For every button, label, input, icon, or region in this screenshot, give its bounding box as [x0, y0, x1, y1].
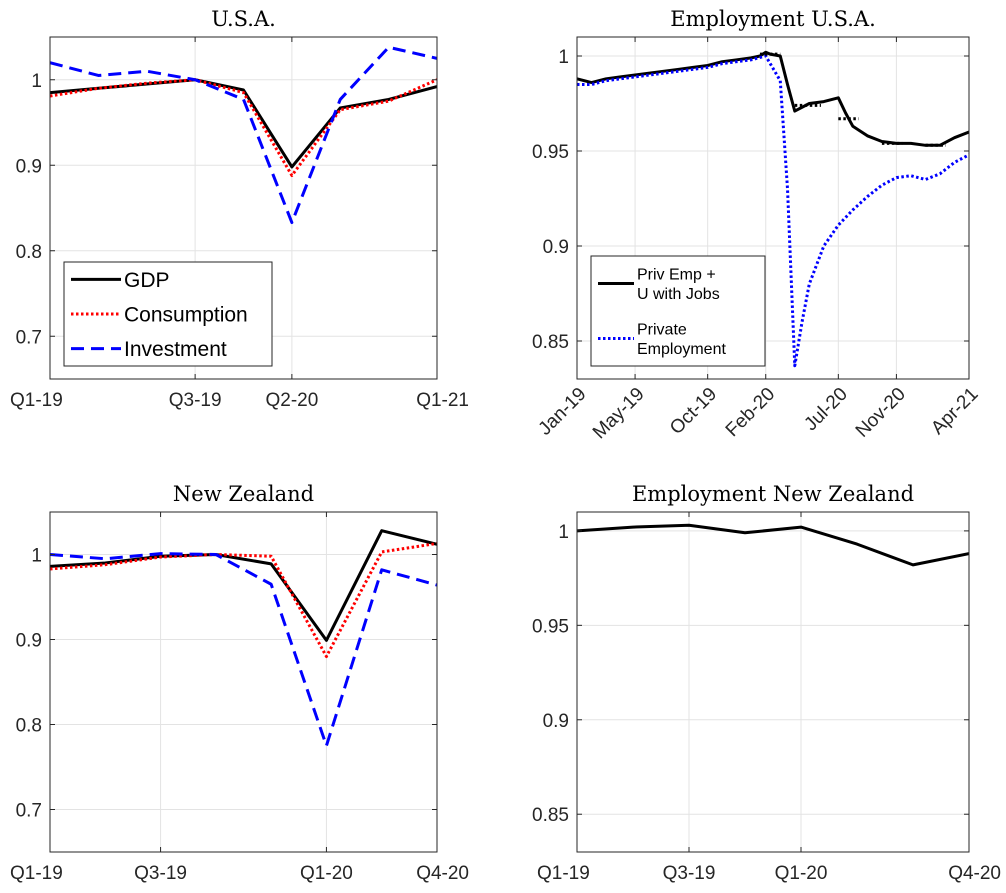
series-line-investment — [50, 45, 437, 225]
plot-nz-gdp: 0.7 0.8 0.9 1 Q1-19 Q3-19 Q1-20 Q4-20 New Zealan… — [10, 482, 469, 884]
series-line-consumption — [50, 78, 437, 178]
y-tick-label: 0.7 — [16, 801, 42, 822]
x-tick-label: Apr-21 — [927, 384, 982, 439]
x-tick-label: Q1-19 — [10, 863, 63, 884]
x-tick-label: Q3-19 — [134, 863, 187, 884]
axes-frame — [576, 511, 970, 853]
series-line-gdp — [50, 529, 437, 642]
y-tick-label: 1 — [558, 522, 569, 543]
x-tick-label: Q4-20 — [948, 863, 1001, 884]
series-group — [577, 523, 969, 567]
y-tick-label: 0.8 — [16, 242, 42, 263]
y-tick-label: 0.7 — [16, 327, 42, 348]
y-tick-label: 0.9 — [16, 156, 42, 177]
chart-title: New Zealand — [173, 482, 314, 506]
y-tick-label: 1 — [31, 546, 42, 567]
legend-label-consumption: Consumption — [124, 304, 248, 327]
x-tick-label: May-19 — [589, 384, 649, 444]
y-tick-label: 0.9 — [543, 237, 569, 258]
x-tick-label: Q2-20 — [265, 390, 318, 411]
y-tick-label: 0.85 — [532, 805, 569, 826]
x-tick-label: Nov-20 — [852, 384, 910, 442]
axes-frame — [576, 36, 970, 380]
y-tick-label: 0.95 — [532, 616, 569, 637]
legend: GDP Consumption Investment — [63, 261, 273, 367]
x-tick-label: Q3-19 — [663, 863, 716, 884]
x-tick-label: Q1-20 — [300, 863, 353, 884]
series-group — [50, 45, 437, 225]
y-tick-label: 0.9 — [543, 711, 569, 732]
x-tick-label: Q1-19 — [537, 863, 590, 884]
chart-title: Employment New Zealand — [632, 482, 914, 506]
axes-frame — [49, 36, 438, 380]
series-line-investment — [50, 552, 437, 748]
x-tick-label: Oct-19 — [666, 384, 721, 439]
y-tick-label: 0.8 — [16, 716, 42, 737]
legend-label-priv-emp-u-with-jobs: Priv Emp + U with Jobs — [637, 267, 720, 303]
series-group — [50, 529, 437, 748]
x-tick-label: Q3-19 — [169, 390, 222, 411]
axes-frame — [49, 511, 438, 853]
x-tick-label: Q1-20 — [775, 863, 828, 884]
chart-title: Employment U.S.A. — [670, 7, 876, 31]
legend-label-gdp: GDP — [124, 269, 170, 292]
x-tick-label: Q1-19 — [10, 390, 63, 411]
y-tick-label: 0.9 — [16, 631, 42, 652]
legend-box — [590, 255, 766, 367]
legend-label-investment: Investment — [124, 338, 227, 361]
plot-area — [577, 512, 969, 852]
series-line-1 — [577, 523, 969, 567]
y-tick-label: 1 — [31, 71, 42, 92]
y-tick-label: 0.85 — [532, 332, 569, 353]
y-tick-label: 1 — [558, 47, 569, 68]
series-line-private-employment — [577, 54, 969, 368]
x-tick-label: Jan-19 — [535, 384, 591, 440]
legend-label-private-employment: Private Employment — [637, 322, 726, 358]
plot-nz-employment: 0.85 0.9 0.95 1 Q1-19 Q3-19 Q1-20 Q4-20 Employme… — [532, 482, 1001, 884]
legend: Priv Emp + U with Jobs Private Employment — [590, 255, 766, 367]
x-tick-label: Q4-20 — [416, 863, 469, 884]
x-tick-label: Feb-20 — [722, 384, 779, 441]
chart-title: U.S.A. — [211, 7, 276, 31]
x-tick-label: Q1-21 — [416, 390, 469, 411]
series-group — [577, 50, 969, 368]
y-tick-label: 0.95 — [532, 142, 569, 163]
plot-usa-gdp: 0.7 0.8 0.9 1 Q1-19 Q3-19 Q2-20 Q1-21 U.S.A. GDP C… — [10, 7, 469, 411]
x-tick-label: Jul-20 — [800, 384, 851, 435]
